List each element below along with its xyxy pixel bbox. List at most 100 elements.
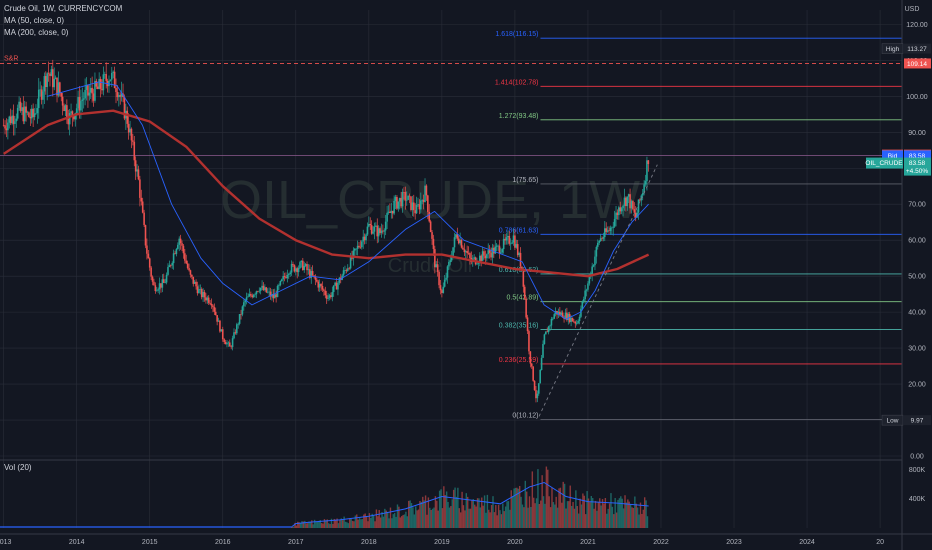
fibonacci-extension[interactable]: 1.618(116.15) 1.414(102.78) 1.272(93.48) 1(…	[495, 31, 902, 421]
candle-body	[47, 73, 50, 74]
candle-body	[293, 265, 296, 272]
volume-bar	[409, 500, 411, 528]
candle-body	[111, 72, 113, 80]
candle-body	[502, 238, 505, 250]
candle-body	[377, 228, 380, 237]
volume-bar	[325, 520, 327, 528]
candle-body	[191, 274, 193, 277]
volume-bar	[327, 523, 330, 528]
candle-body	[40, 89, 43, 100]
candle-body	[109, 79, 112, 81]
candle-body	[501, 249, 504, 253]
volume-bar	[586, 491, 588, 528]
candle-body	[290, 263, 293, 273]
volume-bar	[333, 518, 335, 528]
currency-label: USD	[905, 6, 920, 13]
price-tag-name: Low	[887, 418, 899, 425]
y-tick-label: 60.00	[908, 238, 926, 245]
volume-bar	[426, 514, 428, 528]
candle-body	[532, 366, 534, 381]
volume-bar	[291, 526, 293, 528]
volume-tick-label: 800K	[909, 467, 926, 474]
volume-bar	[642, 509, 644, 528]
price-tag-value: 109.14	[907, 61, 927, 68]
candle-body	[324, 290, 327, 296]
volume-bar	[643, 497, 646, 528]
candle-body	[571, 317, 574, 322]
candle-body	[102, 74, 105, 91]
x-tick-label: 2017	[288, 539, 304, 546]
volume-bar	[533, 497, 535, 528]
candle-body	[397, 201, 400, 209]
candle-body	[480, 255, 482, 261]
candle-body	[407, 195, 409, 200]
volume-bar	[584, 514, 587, 528]
volume-bar	[569, 485, 571, 528]
candle-body	[421, 199, 424, 201]
candle-body	[505, 237, 508, 241]
candle-body	[60, 92, 63, 97]
candle-body	[186, 263, 189, 269]
candle-body	[36, 108, 39, 114]
x-tick-label: 2018	[361, 539, 377, 546]
candle-body	[92, 93, 95, 101]
candle-body	[369, 223, 372, 226]
volume-bar	[365, 516, 368, 528]
candle-body	[81, 99, 84, 101]
volume-bar	[627, 499, 629, 528]
volume-bar	[336, 518, 338, 528]
volume-bar	[440, 489, 442, 528]
candle-body	[21, 107, 23, 111]
candle-body	[383, 230, 386, 232]
candle-body	[320, 283, 322, 286]
volume-bar	[350, 518, 352, 528]
candle-body	[148, 258, 151, 268]
x-tick-label: 2021	[580, 539, 596, 546]
volume-bar	[419, 500, 421, 528]
volume-bar	[475, 506, 477, 528]
volume-bar	[402, 514, 404, 528]
volume-bar	[611, 506, 614, 528]
candle-body	[545, 331, 547, 335]
candle-body	[275, 294, 277, 297]
volume-bar	[322, 523, 324, 528]
candle-body	[255, 291, 258, 295]
volume-bar	[632, 508, 635, 528]
candle-body	[365, 234, 367, 241]
volume-bar	[592, 498, 594, 528]
candle-body	[130, 128, 133, 141]
candle-body	[498, 245, 501, 254]
volume-bar	[558, 488, 560, 528]
legend-ma200: MA (200, close, 0)	[4, 28, 69, 37]
volume-panel: 800K 400K	[0, 466, 926, 528]
candle-body	[178, 238, 181, 245]
candle-body	[418, 204, 421, 210]
volume-bar	[422, 496, 424, 528]
candle-body	[332, 285, 335, 293]
volume-bar	[635, 503, 637, 528]
candle-body	[70, 111, 72, 113]
candle-body	[39, 89, 41, 91]
candle-body	[42, 91, 44, 100]
volume-bar	[506, 501, 508, 528]
candle-body	[254, 294, 256, 295]
candle-body	[331, 292, 334, 298]
candle-body	[2, 125, 5, 126]
volume-bar	[537, 469, 539, 528]
candle-body	[296, 268, 299, 273]
volume-bar	[447, 501, 449, 528]
candle-body	[311, 271, 314, 276]
candle-body	[370, 225, 373, 234]
volume-bar	[433, 507, 435, 528]
volume-bar	[589, 502, 591, 528]
candle-body	[641, 193, 644, 196]
candle-body	[566, 312, 568, 321]
candle-body	[457, 238, 460, 244]
candle-body	[507, 235, 509, 238]
candle-body	[289, 272, 291, 275]
trendline[interactable]	[538, 164, 658, 417]
volume-bar	[549, 507, 552, 528]
candle-body	[327, 297, 329, 299]
horizontal-lines[interactable]: S&R	[0, 55, 902, 156]
